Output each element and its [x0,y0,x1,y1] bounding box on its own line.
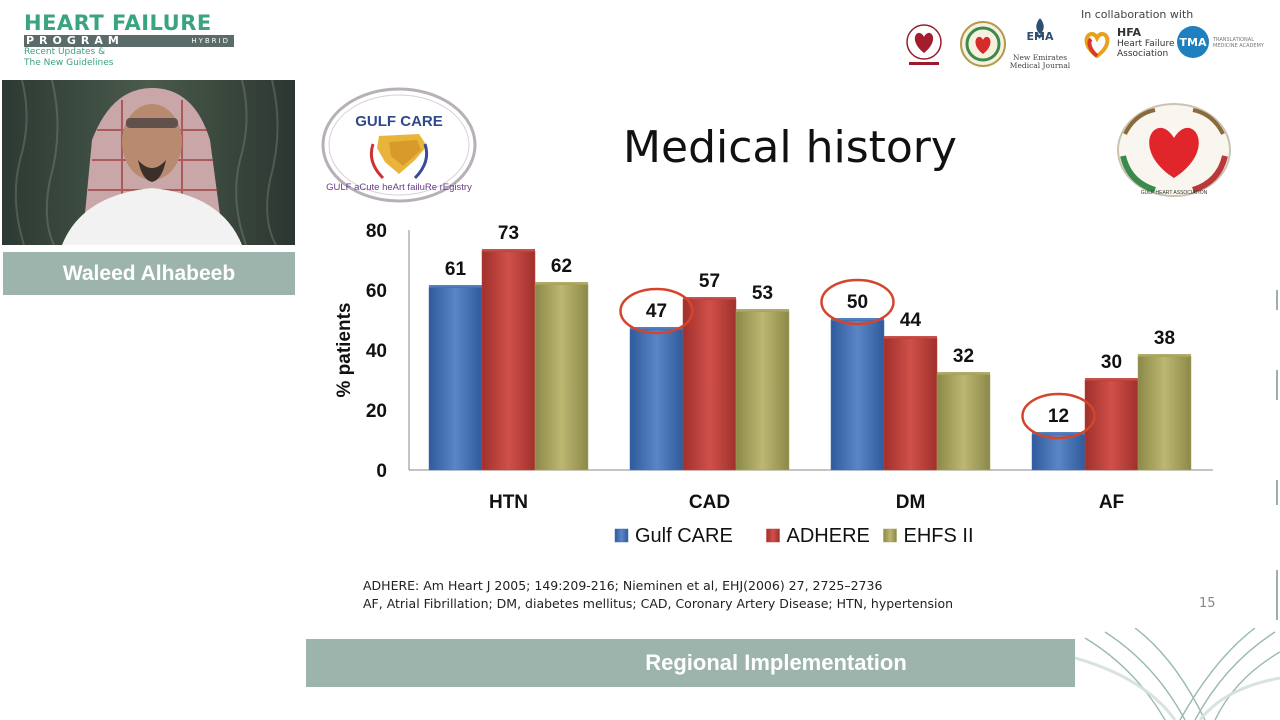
reference-text-2: AF, Atrial Fibrillation; DM, diabetes me… [363,596,954,611]
reference-text-1: ADHERE: Am Heart J 2005; 149:209-216; Ni… [363,578,883,593]
data-label: 50 [847,292,868,313]
program-tagline-1: Recent Updates & [24,47,106,57]
legend-swatch [883,528,897,543]
decorative-wave-art [1075,628,1280,720]
highlight-circle [1021,392,1096,440]
bar-gulf-care-htn [428,286,483,471]
bar-gulf-care-cad [629,328,684,471]
tma-title: TMA [1179,35,1207,49]
partner-logos: EMA New Emirates Medical Journal In coll… [895,8,1275,78]
gulf-heart-association-logo: GULF HEART ASSOCIATION [1117,103,1231,197]
ema-logo [1036,18,1044,37]
medical-history-bar-chart: % patients 0 20 40 60 80 61 73 62 HTN 47 57 53 CAD 50… [334,221,1213,547]
y-tick-label: 80 [366,221,387,242]
bar-top-edge [482,249,535,252]
gha-logo-arc-text: GULF HEART ASSOCIATION [1141,190,1208,196]
highlight-circle [619,287,694,335]
bar-ehfs-ii-cad [735,310,790,471]
bar-top-edge [1085,378,1138,381]
data-label: 73 [498,223,519,244]
tma-line-1: TRANSLATIONAL [1213,37,1255,43]
hfa-label: HFA Heart Failure Association [1117,26,1175,59]
data-label: 61 [445,259,467,280]
tma-logo: TMA [1177,26,1209,58]
y-axis-title: % patients [334,302,355,397]
bar-top-edge [937,372,990,375]
program-branding: HEART FAILURE PROGRAM HYBRID Recent Upda… [24,12,234,69]
decorative-edge-strip [1276,290,1278,620]
presentation-slide: GULF CARE GULF aCute heArt failuRe rEgis… [305,80,1280,630]
bar-gulf-care-dm [830,319,885,471]
legend-label: Gulf CARE [635,525,733,547]
bar-top-edge [884,336,937,339]
bar-top-edge [429,285,482,288]
collaboration-text: In collaboration with [1081,8,1194,21]
data-label: 38 [1154,328,1175,349]
bar-adhere-af [1084,379,1139,471]
bar-gulf-care-af [1031,433,1086,471]
program-subtitle-bar: PROGRAM HYBRID [24,35,234,47]
hybrid-label: HYBRID [191,37,230,45]
data-label: 32 [953,346,974,367]
tma-caption: TRANSLATIONAL MEDICINE ACADEMY [1213,37,1273,49]
program-label: PROGRAM [26,34,124,47]
emirates-cardiac-society-logo [906,24,942,65]
ema-caption-1: New Emirates [1012,53,1068,62]
y-tick-label: 0 [376,461,387,482]
bar-top-edge [535,282,588,285]
tma-line-2: MEDICINE ACADEMY [1213,43,1264,49]
chart-marks: 0 20 40 60 80 61 73 62 HTN 47 57 53 CAD 50 44 32 DM 12 30 3… [366,221,1192,547]
bar-top-edge [1032,432,1085,435]
speaker-video [2,80,295,245]
speaker-name-plate: Waleed Alhabeeb [3,252,295,295]
data-label: 47 [646,301,667,322]
bar-top-edge [683,297,736,300]
data-label: 30 [1101,352,1122,373]
legend-swatch [766,528,780,543]
category-label: CAD [689,492,730,513]
bar-top-edge [1138,354,1191,357]
gulf-care-logo-text: GULF CARE [355,113,443,130]
data-label: 12 [1048,406,1069,427]
hfa-title: HFA [1117,26,1141,39]
bar-top-edge [736,309,789,312]
program-title: HEART FAILURE [24,11,212,35]
y-tick-label: 60 [366,281,387,302]
y-tick-label: 40 [366,341,387,362]
ema-caption-2: Medical Journal [1009,61,1071,70]
hfa-heart-icon [1084,31,1110,58]
program-tagline-2: The New Guidelines [24,58,114,68]
bar-adhere-dm [883,337,938,471]
slide-title: Medical history [623,122,957,173]
hfa-line-1: Heart Failure [1117,39,1175,49]
y-tick-label: 20 [366,401,387,422]
category-label: DM [896,492,926,513]
category-label: HTN [489,492,528,513]
bar-ehfs-ii-af [1137,355,1192,471]
data-label: 53 [752,283,773,304]
highlight-circle [820,278,895,326]
legend-swatch [614,528,629,543]
bar-adhere-cad [682,298,737,471]
speaker-video-frame [2,80,295,245]
data-label: 62 [551,256,572,277]
gulf-care-logo-arc-text: GULF aCute heArt failuRe rEgistry [326,182,472,193]
bar-ehfs-ii-dm [936,373,991,471]
data-label: 44 [900,310,922,331]
gulf-heart-association-small-logo [960,21,1006,67]
ema-title: EMA [1026,30,1054,43]
hfa-line-2: Association [1117,49,1169,59]
bar-top-edge [831,318,884,321]
legend-label: EHFS II [904,525,974,547]
category-label: AF [1099,492,1124,513]
legend-label: ADHERE [787,525,870,547]
bar-ehfs-ii-htn [534,283,589,471]
data-label: 57 [699,271,720,292]
bar-top-edge [630,327,683,330]
gulf-care-logo: GULF CARE GULF aCute heArt failuRe rEgis… [321,87,477,203]
bar-adhere-htn [481,250,536,471]
slide-page-number: 15 [1199,596,1216,611]
